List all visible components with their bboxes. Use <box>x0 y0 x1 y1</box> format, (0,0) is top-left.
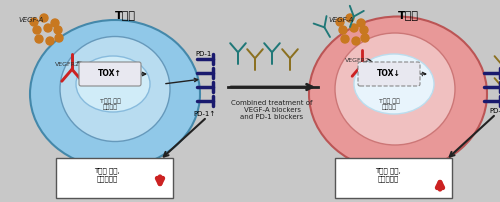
Text: PD-1↓: PD-1↓ <box>489 108 500 114</box>
Circle shape <box>341 35 349 43</box>
Circle shape <box>339 26 347 34</box>
Text: TOX↓: TOX↓ <box>377 68 401 78</box>
Text: VEGF-A: VEGF-A <box>328 17 353 23</box>
Circle shape <box>35 35 43 43</box>
Text: VEGFR2: VEGFR2 <box>345 58 370 62</box>
Circle shape <box>46 37 54 45</box>
Text: Combined treatment of
VEGF-A blockers
and PD-1 blockers: Combined treatment of VEGF-A blockers an… <box>231 100 313 120</box>
Ellipse shape <box>309 17 487 171</box>
Circle shape <box>357 19 365 27</box>
Text: PD-1↑: PD-1↑ <box>194 111 216 117</box>
Text: T세포 악화
프로그램: T세포 악화 프로그램 <box>100 98 120 110</box>
FancyBboxPatch shape <box>358 62 420 86</box>
Circle shape <box>44 24 52 32</box>
Circle shape <box>360 26 368 34</box>
Circle shape <box>336 18 344 26</box>
Circle shape <box>55 34 63 42</box>
Circle shape <box>40 14 48 22</box>
Text: VEGFR2: VEGFR2 <box>55 61 80 66</box>
Circle shape <box>51 19 59 27</box>
Ellipse shape <box>30 20 200 168</box>
FancyBboxPatch shape <box>79 62 141 86</box>
Text: T세포 악화
프로그램: T세포 악화 프로그램 <box>378 98 400 110</box>
Circle shape <box>346 14 354 22</box>
Text: T세포: T세포 <box>398 10 418 20</box>
FancyBboxPatch shape <box>335 158 452 198</box>
Ellipse shape <box>76 56 150 112</box>
Circle shape <box>30 18 38 26</box>
Text: VEGF-A: VEGF-A <box>18 17 44 23</box>
FancyBboxPatch shape <box>56 158 173 198</box>
Circle shape <box>361 34 369 42</box>
Ellipse shape <box>335 33 455 145</box>
Circle shape <box>352 37 360 45</box>
Text: T세포: T세포 <box>114 10 136 20</box>
Ellipse shape <box>60 37 170 141</box>
Text: TOX↑: TOX↑ <box>98 68 122 78</box>
Text: PD-1: PD-1 <box>195 51 212 57</box>
Text: T세포 기능,
항종양효과: T세포 기능, 항종양효과 <box>94 168 120 182</box>
Text: T세포 기능,
항종양효과: T세포 기능, 항종양효과 <box>375 168 401 182</box>
Circle shape <box>54 26 62 34</box>
Circle shape <box>350 24 358 32</box>
Ellipse shape <box>354 54 434 114</box>
Circle shape <box>33 26 41 34</box>
